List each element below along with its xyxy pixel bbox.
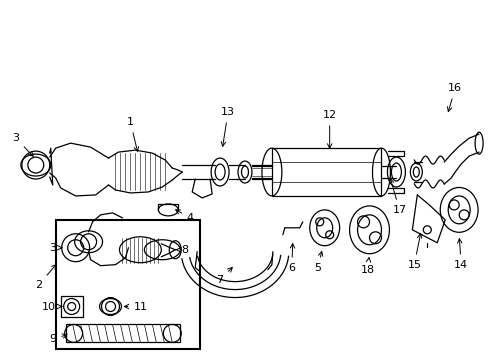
- Text: 15: 15: [407, 234, 421, 270]
- Bar: [56, 220, 200, 349]
- Text: 4: 4: [175, 210, 193, 223]
- Text: 8: 8: [176, 245, 188, 255]
- Text: 17: 17: [389, 179, 406, 215]
- Text: 10: 10: [41, 302, 61, 311]
- Text: 18: 18: [360, 257, 374, 275]
- Text: 2: 2: [35, 265, 56, 289]
- Text: 6: 6: [288, 244, 295, 273]
- Text: 11: 11: [124, 302, 147, 311]
- Text: 14: 14: [453, 239, 468, 270]
- Text: 12: 12: [322, 110, 336, 148]
- Text: 13: 13: [221, 107, 235, 146]
- Bar: [65, 324, 180, 342]
- Text: 3: 3: [49, 243, 62, 253]
- Bar: [61, 296, 82, 318]
- Text: 3: 3: [12, 133, 33, 156]
- Text: 9: 9: [49, 334, 67, 345]
- Text: 1: 1: [127, 117, 138, 151]
- Bar: [271, 148, 381, 196]
- Text: 7: 7: [216, 267, 232, 285]
- Text: 16: 16: [447, 84, 461, 112]
- Text: 5: 5: [314, 252, 322, 273]
